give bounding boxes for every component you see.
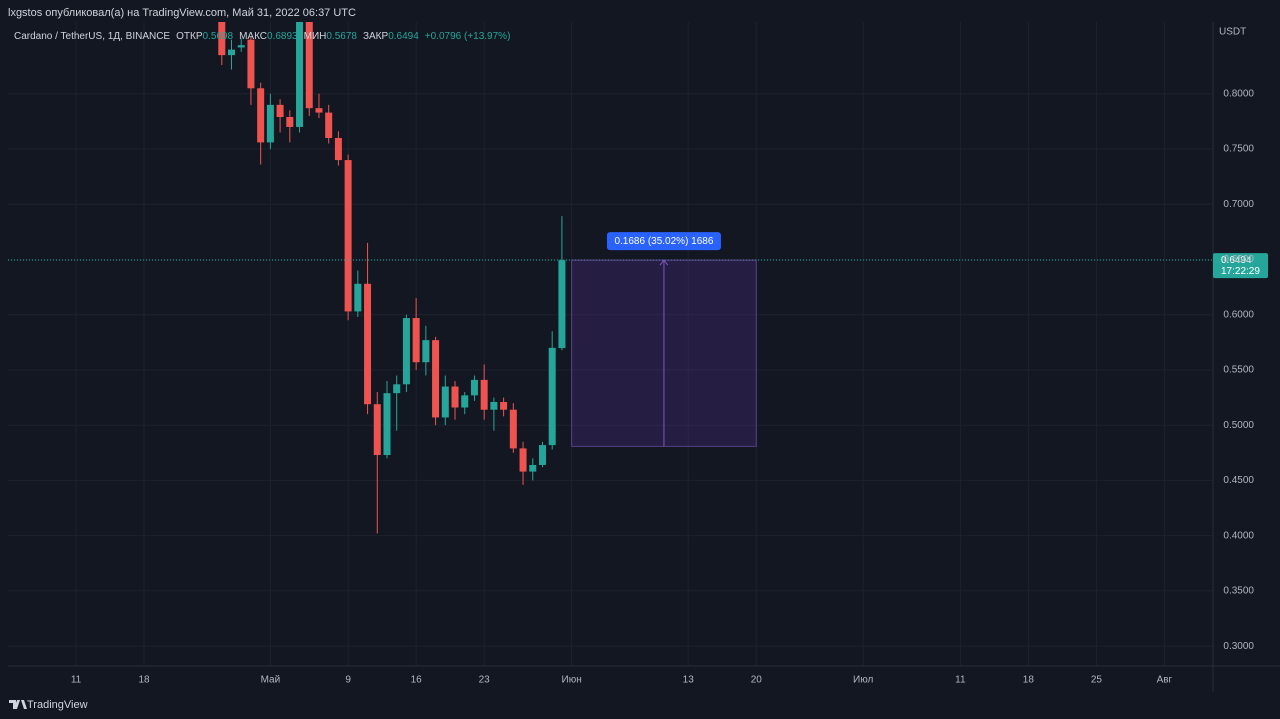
x-tick-label: 9 [345, 675, 351, 686]
y-tick-label: 0.8000 [1223, 88, 1254, 99]
grid [8, 22, 1213, 666]
candle-body [451, 386, 459, 408]
y-tick-label: 0.4000 [1223, 530, 1254, 541]
legend-item: ЗАКР [363, 31, 389, 42]
candle-body [266, 104, 274, 143]
candle-body [402, 318, 410, 385]
candle-body [412, 318, 420, 363]
y-tick-label: 0.6500 [1223, 254, 1254, 265]
candle-body [490, 401, 498, 410]
candle-body [519, 448, 527, 472]
legend-item: 0.5698 [203, 31, 234, 42]
price-label: 0.6494 [1221, 255, 1252, 266]
candle-body [286, 116, 294, 127]
measure-label-box [606, 232, 721, 251]
logo [9, 700, 27, 709]
candle-body [538, 445, 546, 465]
candle-body [500, 401, 508, 410]
legend-item: ОТКР [176, 31, 203, 42]
legend-item: 0.6494 [388, 31, 419, 42]
candle-body [228, 49, 236, 56]
currency: USDT [1219, 27, 1246, 38]
candle-body [373, 404, 381, 456]
y-tick-label: 0.5000 [1223, 420, 1254, 431]
y-tick-label: 0.6000 [1223, 309, 1254, 320]
y-tick-label: 0.7000 [1223, 199, 1254, 210]
legend-item: 0.5678 [326, 31, 357, 42]
candle-body [529, 464, 537, 472]
x-tick-label: Июл [853, 675, 873, 686]
x-tick-label: 18 [1023, 675, 1035, 686]
legend: Cardano / TetherUS, 1Д, BINANCE ОТКР0.569… [14, 31, 510, 42]
x-tick-label: 16 [411, 675, 423, 686]
header: lxgstos опубликовал(а) на TradingView.co… [8, 7, 356, 19]
candle-body [422, 340, 430, 363]
candle-body [548, 347, 556, 446]
candle-body [276, 104, 284, 117]
candle-body [461, 395, 469, 408]
candle-body [383, 393, 391, 456]
x-tick-label: 18 [138, 675, 150, 686]
candle-body [441, 386, 449, 418]
x-tick-label: 11 [955, 675, 966, 686]
candle-body [325, 112, 333, 138]
candle-body [305, 22, 313, 109]
y-tick-label: 0.3500 [1223, 586, 1254, 597]
x-tick-label: Авг [1157, 675, 1173, 686]
legend-item: +0.0796 (+13.97%) [425, 31, 511, 42]
y-tick-label: 0.3000 [1223, 641, 1254, 652]
footer: TradingView [9, 699, 88, 711]
candle-body [470, 379, 478, 396]
countdown: 17:22:29 [1221, 266, 1260, 277]
candle-body [334, 137, 342, 161]
x-tick-label: 25 [1091, 675, 1103, 686]
candle-body [480, 379, 488, 410]
x-tick-label: Май [261, 675, 281, 686]
legend-item: МАКС [239, 31, 267, 42]
candle-body [237, 45, 245, 48]
legend-item: 0.6893 [267, 31, 298, 42]
measure-arrowhead [659, 259, 669, 266]
x-tick-label: 11 [71, 675, 82, 686]
candle-body [247, 39, 255, 89]
plot-area [8, 22, 1213, 534]
x-tick-label: 23 [479, 675, 491, 686]
x-tick-label: 13 [683, 675, 695, 686]
price-label-box [1213, 253, 1268, 279]
candle-body [509, 409, 517, 449]
legend-item: МИН [304, 31, 327, 42]
brand: TradingView [27, 699, 88, 711]
candle-body [393, 384, 401, 394]
candle-body [558, 260, 566, 349]
x-tick-label: 20 [751, 675, 763, 686]
measure-label: 0.1686 (35.02%) 1686 [614, 236, 713, 247]
candle-body [257, 88, 265, 143]
y-tick-label: 0.4500 [1223, 475, 1254, 486]
legend-item: Cardano / TetherUS, 1Д, BINANCE [14, 31, 170, 42]
y-tick-label: 0.5500 [1223, 365, 1254, 376]
candle-body [296, 22, 304, 127]
candle-body [364, 283, 372, 405]
x-tick-label: Июн [562, 675, 582, 686]
candle-body [432, 340, 440, 418]
candle-body [218, 22, 226, 56]
y-tick-label: 0.7500 [1223, 144, 1254, 155]
candle-body [315, 108, 323, 113]
candle-body [354, 283, 362, 312]
candle-body [344, 160, 352, 312]
